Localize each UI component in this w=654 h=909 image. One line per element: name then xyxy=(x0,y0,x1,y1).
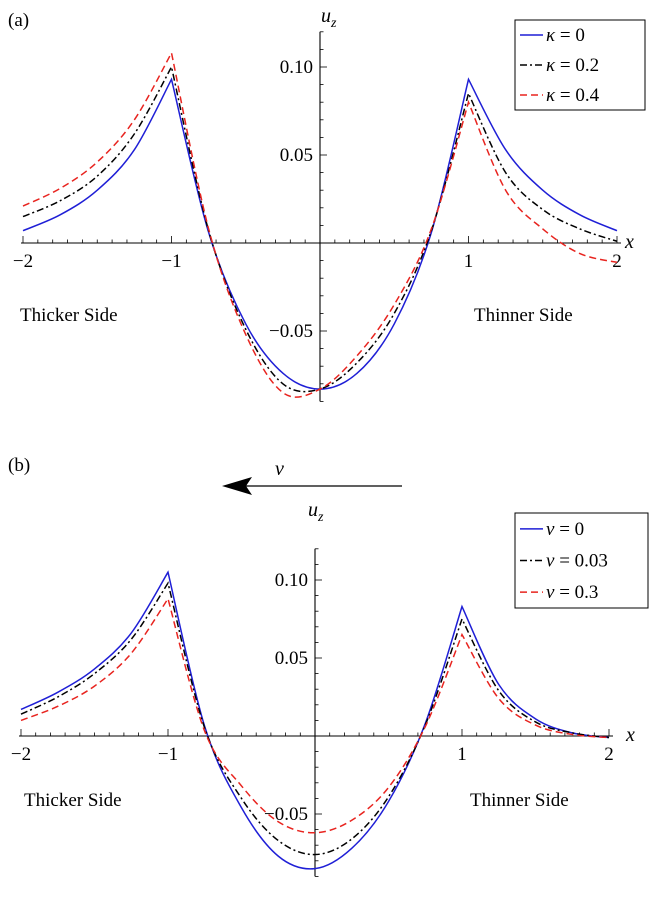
x-tick-label: 2 xyxy=(612,251,622,272)
legend-symbol: v xyxy=(546,519,555,540)
legend-a: κ = 0κ = 0.2κ = 0.4 xyxy=(514,19,646,111)
x-tick-label: 1 xyxy=(464,251,474,272)
thinner-side-label-b: Thinner Side xyxy=(470,790,569,811)
series-a xyxy=(22,50,618,398)
series-line-3 xyxy=(20,596,610,834)
y-tick-label: 0.05 xyxy=(275,648,308,669)
legend-label-3: κ = 0.4 xyxy=(546,85,600,106)
legend-value: = 0.03 xyxy=(554,551,607,572)
velocity-arrow-head xyxy=(222,477,252,495)
series-b xyxy=(20,570,610,870)
thinner-side-label-a: Thinner Side xyxy=(474,305,573,326)
legend-value: = 0.2 xyxy=(555,55,599,76)
x-tick-label: −2 xyxy=(11,744,31,765)
velocity-label: v xyxy=(275,458,284,480)
thicker-side-label-a: Thicker Side xyxy=(20,305,118,326)
legend-label-1: κ = 0 xyxy=(546,25,585,46)
panel-label-a: (a) xyxy=(8,10,29,31)
legend-symbol: κ xyxy=(546,55,556,76)
x-tick-label: −1 xyxy=(158,744,178,765)
legend-label-1: v = 0 xyxy=(546,519,584,540)
x-axis-label: x xyxy=(625,724,635,746)
legend-label-2: v = 0.03 xyxy=(546,551,608,572)
legend-value: = 0.3 xyxy=(554,582,598,603)
thicker-side-label-b: Thicker Side xyxy=(24,790,122,811)
x-tick-label: 2 xyxy=(604,744,614,765)
series-line-1 xyxy=(20,570,610,870)
legend-value: = 0 xyxy=(554,519,584,540)
panel-label-b: (b) xyxy=(8,455,30,476)
y-tick-label: 0.05 xyxy=(280,145,313,166)
y-tick-label: 0.10 xyxy=(280,57,313,78)
legend-label-2: κ = 0.2 xyxy=(546,55,599,76)
x-axis-label: x xyxy=(624,231,634,253)
legend-symbol: v xyxy=(546,582,555,603)
y-tick-label: 0.10 xyxy=(275,570,308,591)
legend-b: v = 0v = 0.03v = 0.3 xyxy=(514,512,649,609)
y-tick-label: −0.05 xyxy=(269,321,313,342)
y-axis-label-subscript: z xyxy=(317,510,324,525)
x-tick-label: −1 xyxy=(161,251,181,272)
series-line-2 xyxy=(20,581,610,856)
legend-value: = 0 xyxy=(555,25,585,46)
x-tick-label: 1 xyxy=(457,744,467,765)
series-line-3 xyxy=(22,50,618,398)
legend-symbol: κ xyxy=(546,85,556,106)
legend-label-3: v = 0.3 xyxy=(546,582,598,603)
y-tick-label: −0.05 xyxy=(264,804,308,825)
legend-value: = 0.4 xyxy=(555,85,599,106)
velocity-arrow: v xyxy=(222,458,402,495)
legend-symbol: v xyxy=(546,551,555,572)
x-tick-label: −2 xyxy=(13,251,33,272)
y-axis-label: uz xyxy=(308,499,324,525)
panel-b: (b) v −2 −1 1 2 0.10 0.05 −0.05 x uz Thicker Sid… xyxy=(8,455,649,877)
legend-symbol: κ xyxy=(546,25,556,46)
axes-a: −2 −1 1 2 0.10 0.05 −0.05 x uz xyxy=(13,5,634,402)
y-axis-label-subscript: z xyxy=(330,16,337,31)
y-axis-label: uz xyxy=(321,5,337,31)
axes-b: −2 −1 1 2 0.10 0.05 −0.05 x uz xyxy=(11,499,635,877)
